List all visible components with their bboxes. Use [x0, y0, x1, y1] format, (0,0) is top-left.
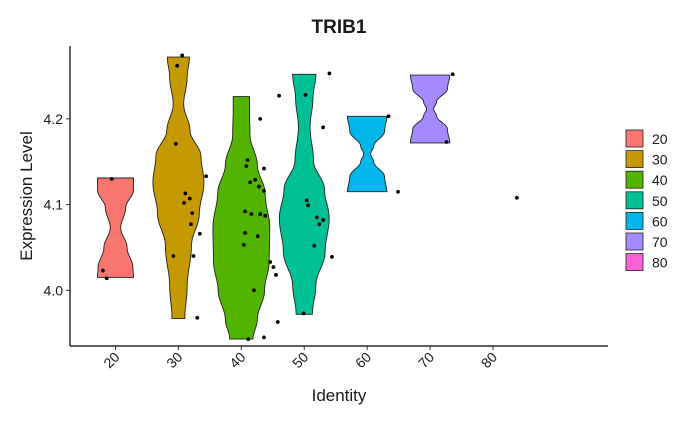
data-point: [312, 243, 317, 248]
data-point: [262, 335, 266, 340]
legend-label-50: 50: [652, 193, 668, 209]
data-point: [101, 268, 105, 273]
data-point: [246, 337, 251, 342]
legend-label-30: 30: [652, 152, 668, 168]
data-point: [258, 212, 263, 216]
data-point: [262, 166, 266, 171]
data-point: [244, 164, 249, 168]
data-point: [187, 196, 192, 201]
legend-key-50: [625, 191, 644, 210]
data-point: [444, 140, 449, 144]
data-point: [262, 188, 266, 193]
x-axis-label: Identity: [312, 386, 367, 405]
data-point: [257, 184, 261, 189]
data-point: [183, 191, 188, 196]
data-point: [109, 176, 114, 181]
data-point: [321, 125, 326, 130]
data-point: [197, 231, 202, 236]
legend-key-70: [625, 232, 644, 251]
x-tick-label: 70: [415, 349, 437, 371]
data-point: [248, 180, 253, 185]
data-point: [515, 195, 519, 200]
data-point: [243, 209, 248, 214]
data-point: [317, 222, 322, 227]
data-point: [241, 242, 246, 247]
legend: 20 30 40 50 60 70 80: [625, 129, 668, 272]
data-point: [174, 141, 178, 146]
data-point: [450, 72, 455, 77]
x-tick-label: 80: [478, 349, 500, 371]
data-point: [277, 93, 281, 98]
legend-key-60: [625, 211, 644, 230]
data-point: [204, 174, 209, 179]
data-point: [253, 177, 258, 182]
plot-area: 4.0 4.1 4.2 20 30 40 50 60 70 80: [44, 46, 608, 371]
data-point: [189, 222, 193, 227]
data-point: [275, 320, 280, 324]
legend-label-40: 40: [652, 172, 668, 188]
data-point: [263, 213, 268, 218]
legend-key-30: [625, 150, 644, 169]
data-point: [258, 116, 263, 121]
data-point: [243, 230, 248, 235]
data-point: [252, 288, 256, 293]
data-point: [180, 53, 185, 58]
violin-30: [152, 56, 205, 320]
chart-title: TRIB1: [312, 17, 367, 38]
data-point: [304, 198, 309, 203]
x-tick-label: 30: [163, 349, 185, 371]
legend-label-60: 60: [652, 213, 668, 229]
data-point: [314, 215, 319, 220]
violin-40: [212, 96, 271, 340]
x-tick-label: 50: [289, 349, 311, 371]
data-point: [330, 254, 334, 259]
x-tick-label: 40: [226, 349, 248, 371]
data-point: [249, 212, 254, 216]
legend-key-40: [625, 170, 644, 189]
data-point: [301, 311, 306, 316]
y-tick-label: 4.1: [44, 197, 64, 213]
legend-label-80: 80: [652, 255, 668, 271]
y-axis-label: Expression Level: [17, 131, 36, 260]
legend-label-70: 70: [652, 234, 668, 250]
data-point: [306, 203, 310, 208]
data-point: [255, 234, 260, 239]
data-point: [190, 211, 195, 216]
data-point: [268, 260, 273, 264]
data-point: [271, 265, 276, 270]
legend-key-20: [625, 129, 644, 148]
y-tick-label: 4.2: [44, 111, 64, 127]
data-point: [175, 63, 180, 68]
x-tick-label: 60: [352, 349, 374, 371]
data-point: [321, 218, 326, 222]
x-tick-label: 20: [100, 349, 122, 371]
data-point: [245, 158, 250, 162]
data-point: [396, 189, 400, 194]
data-point: [182, 200, 186, 205]
data-point: [195, 315, 200, 320]
data-point: [274, 272, 278, 277]
data-point: [171, 254, 176, 258]
data-point: [303, 92, 308, 97]
y-tick-label: 4.0: [44, 282, 64, 298]
violin-70: [409, 74, 451, 144]
legend-key-80: [625, 253, 644, 272]
violin-20: [97, 177, 134, 278]
data-point: [104, 276, 109, 281]
data-point: [327, 71, 332, 76]
violin-50: [278, 73, 330, 315]
legend-label-20: 20: [652, 131, 668, 147]
data-point: [191, 254, 196, 258]
data-point: [386, 114, 391, 119]
violin-60: [346, 115, 388, 193]
